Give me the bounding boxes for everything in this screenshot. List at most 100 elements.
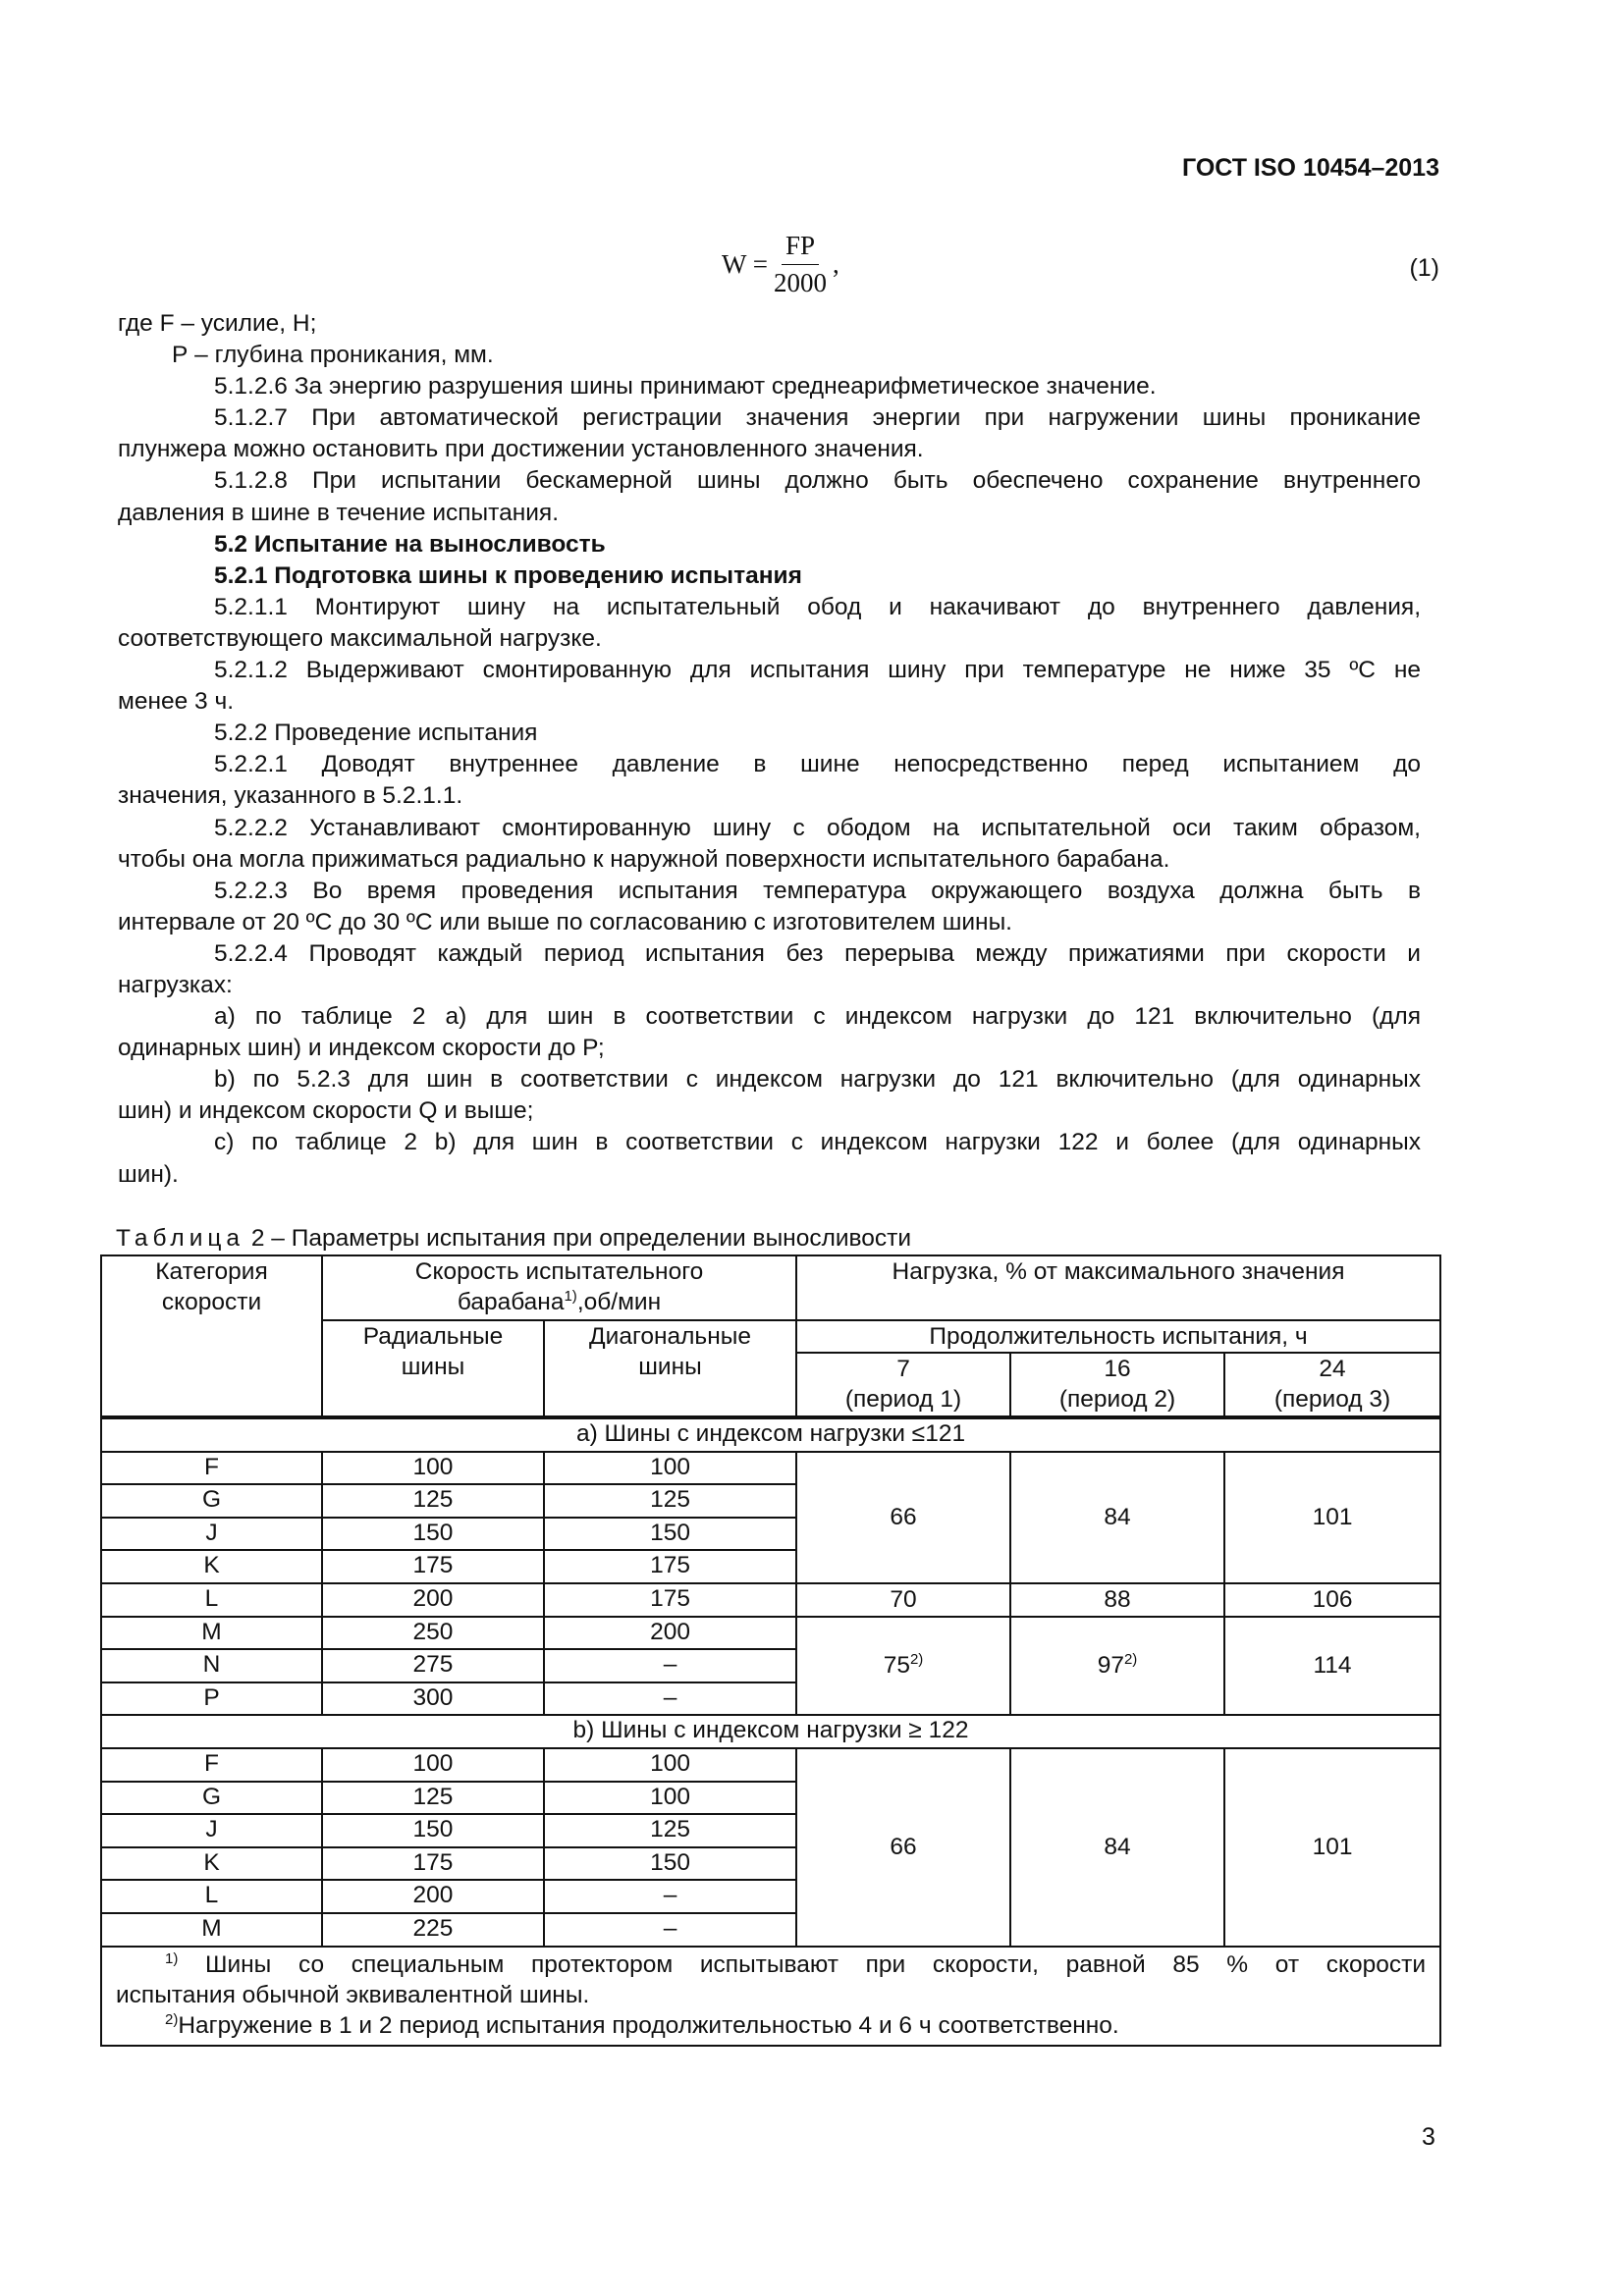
footnote-2: 2)Нагружение в 1 и 2 период испытания пр… bbox=[165, 2010, 1119, 2039]
speed-category: L bbox=[100, 1581, 323, 1618]
table-row: N 275– bbox=[100, 1648, 1440, 1683]
paragraph-line: 5.1.2.8 При испытании бескамерной шины д… bbox=[214, 467, 1421, 495]
formula: W = FP 2000 , bbox=[722, 231, 839, 298]
table-row: L 200– bbox=[100, 1879, 1440, 1914]
paragraph-line: 5.2.2.1 Доводят внутреннее давление в ши… bbox=[214, 751, 1421, 778]
formula-tail: , bbox=[832, 249, 839, 279]
header-load: Нагрузка, % от максимального значения bbox=[795, 1255, 1442, 1321]
radial-speed: 225 bbox=[321, 1911, 545, 1948]
load-cell: 114 bbox=[1223, 1615, 1442, 1717]
diagonal-speed: – bbox=[542, 1681, 798, 1717]
paragraph-line: нагрузках: bbox=[118, 971, 233, 998]
paragraph-line: соответствующего максимальной нагрузке. bbox=[118, 624, 602, 652]
paragraph-line: 5.2.1.1 Монтируют шину на испытательный … bbox=[214, 593, 1421, 620]
diagonal-speed: 100 bbox=[542, 1780, 798, 1816]
radial-speed: 300 bbox=[321, 1681, 545, 1717]
paragraph-line: 5.1.2.6 За энергию разрушения шины прини… bbox=[214, 373, 1157, 400]
table-caption-word: Таблица bbox=[116, 1225, 245, 1252]
diagonal-speed: – bbox=[542, 1879, 798, 1914]
diagonal-speed: 100 bbox=[542, 1746, 798, 1783]
load-cell: 88 bbox=[1009, 1581, 1226, 1618]
radial-speed: 150 bbox=[321, 1516, 545, 1552]
speed-category: G bbox=[100, 1780, 323, 1816]
header-period-1: 7 (период 1) bbox=[795, 1352, 1012, 1418]
table-row: G 125 100 bbox=[100, 1780, 1440, 1816]
speed-category: M bbox=[100, 1911, 323, 1948]
diagonal-speed: 175 bbox=[542, 1581, 798, 1618]
footnote-1-cont: испытания обычной эквивалентной шины. bbox=[116, 1981, 590, 2008]
section-a-title: а) Шины с индексом нагрузки ≤121 bbox=[99, 1415, 1442, 1453]
radial-speed: 125 bbox=[321, 1780, 545, 1816]
list-item-c: c) по таблице 2 b) для шин в соответстви… bbox=[214, 1129, 1421, 1156]
radial-speed: 175 bbox=[321, 1845, 545, 1882]
paragraph-line: 5.2.1.2 Выдерживают смонтированную для и… bbox=[214, 657, 1421, 684]
table-caption: Таблица 2 – Параметры испытания при опре… bbox=[116, 1225, 911, 1253]
speed-category: G bbox=[100, 1483, 323, 1519]
table-row: K 175 175 bbox=[100, 1549, 1440, 1584]
diagonal-speed: 125 bbox=[542, 1483, 798, 1519]
speed-category: L bbox=[100, 1879, 323, 1914]
table-row: F 100 100 66 84 101 bbox=[100, 1450, 1442, 1584]
list-item-a: а) по таблице 2 а) для шин в соответстви… bbox=[214, 1003, 1421, 1031]
paragraph-line: чтобы она могла прижиматься радиально к … bbox=[118, 845, 1170, 873]
speed-category: P bbox=[100, 1681, 323, 1717]
load-cell: 972) bbox=[1009, 1615, 1226, 1717]
load-cell: 66 bbox=[795, 1450, 1012, 1584]
formula-numerator: FP bbox=[781, 231, 819, 265]
table-footnotes: 1) Шины со специальным протектором испыт… bbox=[99, 1945, 1442, 2047]
where-line: Р – глубина проникания, мм. bbox=[172, 342, 494, 369]
header-period-3: 24 (период 3) bbox=[1223, 1352, 1442, 1418]
diagonal-speed: – bbox=[542, 1648, 798, 1683]
speed-category: J bbox=[100, 1813, 323, 1848]
header-duration: Продолжительность испытания, ч bbox=[795, 1319, 1442, 1354]
table-row: K 175 150 bbox=[100, 1845, 1440, 1882]
diagonal-speed: 100 bbox=[542, 1450, 798, 1486]
load-cell: 101 bbox=[1223, 1746, 1442, 1948]
diagonal-speed: 200 bbox=[542, 1615, 798, 1651]
equation-number: (1) bbox=[1409, 254, 1439, 282]
document-id: ГОСТ ISO 10454–2013 bbox=[1182, 154, 1439, 182]
radial-speed: 125 bbox=[321, 1483, 545, 1519]
formula-fraction: FP 2000 bbox=[774, 231, 827, 298]
header-speed: Скорость испытательного барабана1),об/мин bbox=[320, 1255, 798, 1321]
table-row: M 250 200 752) 972) 114 bbox=[100, 1615, 1442, 1717]
speed-category: K bbox=[100, 1549, 323, 1584]
paragraph-line: давления в шине в течение испытания. bbox=[118, 499, 560, 526]
paragraph-line: плунжера можно остановить при достижении… bbox=[118, 436, 924, 463]
where-line: где F – усилие, Н; bbox=[118, 310, 317, 337]
page-number: 3 bbox=[1422, 2123, 1435, 2151]
diagonal-speed: 150 bbox=[542, 1516, 798, 1552]
speed-category: J bbox=[100, 1516, 323, 1552]
paragraph-line: 5.1.2.7 При автоматической регистрации з… bbox=[214, 404, 1421, 432]
table-row: J 150 125 bbox=[100, 1813, 1440, 1848]
paragraph-line: 5.2.2.3 Во время проведения испытания те… bbox=[214, 877, 1421, 904]
table-row: J 150 150 bbox=[100, 1516, 1440, 1552]
section-heading: 5.2.2 Проведение испытания bbox=[214, 720, 538, 747]
paragraph-line: интервале от 20 ºС до 30 ºС или выше по … bbox=[118, 908, 1012, 935]
header-diagonal: Диагональные шины bbox=[542, 1319, 798, 1418]
header-period-2: 16 (период 2) bbox=[1009, 1352, 1226, 1418]
table-row: P 300– bbox=[100, 1681, 1440, 1717]
table-row: M 225– bbox=[100, 1911, 1440, 1948]
body-text: где F – усилие, Н; Р – глубина проникани… bbox=[118, 308, 1421, 1191]
footnote-1: 1) Шины со специальным протектором испыт… bbox=[165, 1949, 1427, 1978]
table-row: F 100 100 66 84 101 bbox=[100, 1746, 1442, 1948]
radial-speed: 150 bbox=[321, 1813, 545, 1848]
radial-speed: 250 bbox=[321, 1615, 545, 1651]
diagonal-speed: – bbox=[542, 1911, 798, 1948]
list-item-c: шин). bbox=[118, 1160, 179, 1188]
load-cell: 106 bbox=[1223, 1581, 1442, 1618]
diagonal-speed: 175 bbox=[542, 1549, 798, 1584]
test-parameters-table: Категория скорости Скорость испытательног… bbox=[99, 1255, 1442, 2047]
radial-speed: 275 bbox=[321, 1648, 545, 1683]
section-heading: 5.2 Испытание на выносливость bbox=[214, 530, 606, 558]
list-item-b: b) по 5.2.3 для шин в соответствии с инд… bbox=[214, 1066, 1421, 1094]
formula-denominator: 2000 bbox=[773, 268, 827, 297]
paragraph-line: менее 3 ч. bbox=[118, 688, 235, 716]
paragraph-line: 5.2.2.2 Устанавливают смонтированную шин… bbox=[214, 814, 1421, 841]
section-b-title: b) Шины с индексом нагрузки ≥ 122 bbox=[99, 1714, 1442, 1749]
speed-category: M bbox=[100, 1615, 323, 1651]
load-cell: 84 bbox=[1009, 1450, 1226, 1584]
speed-category: F bbox=[100, 1450, 323, 1486]
paragraph-line: 5.2.2.4 Проводят каждый период испытания… bbox=[214, 939, 1421, 967]
